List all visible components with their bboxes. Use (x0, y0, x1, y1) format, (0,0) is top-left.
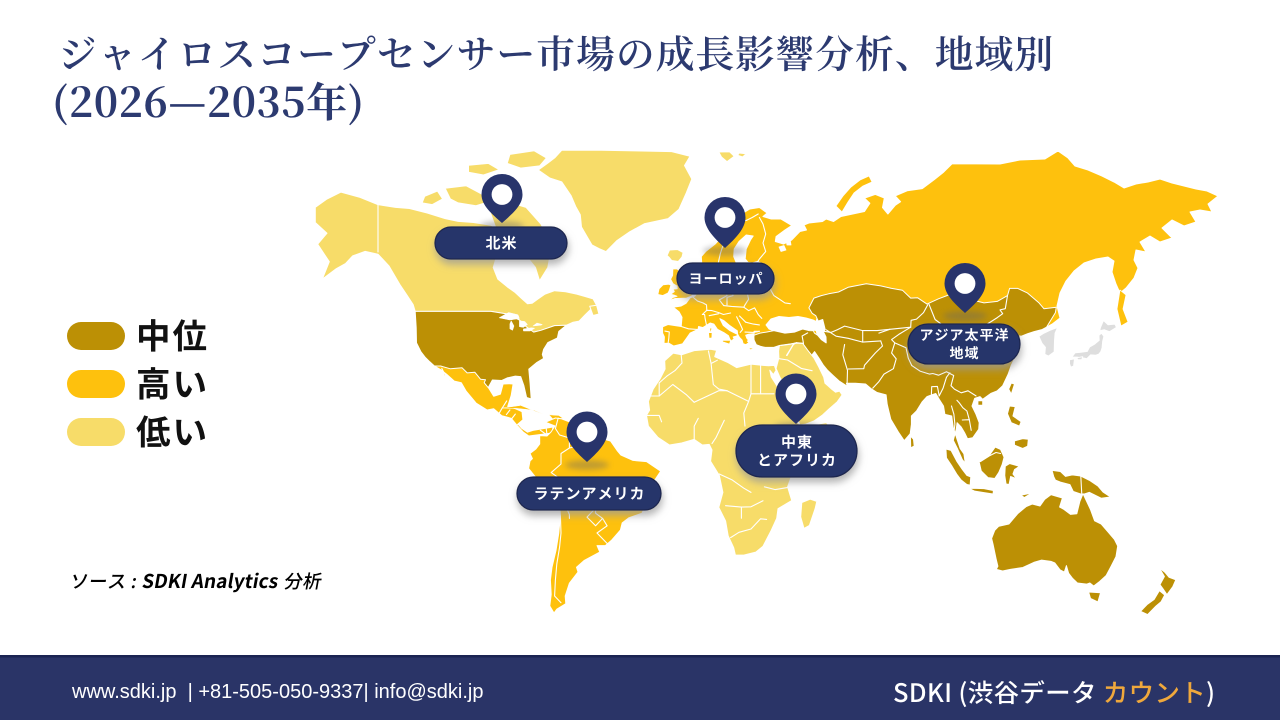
svg-text:www.sdki.jp | +81-505-050-933: www.sdki.jp | +81-505-050-9337| info@sdk… (71, 681, 483, 703)
